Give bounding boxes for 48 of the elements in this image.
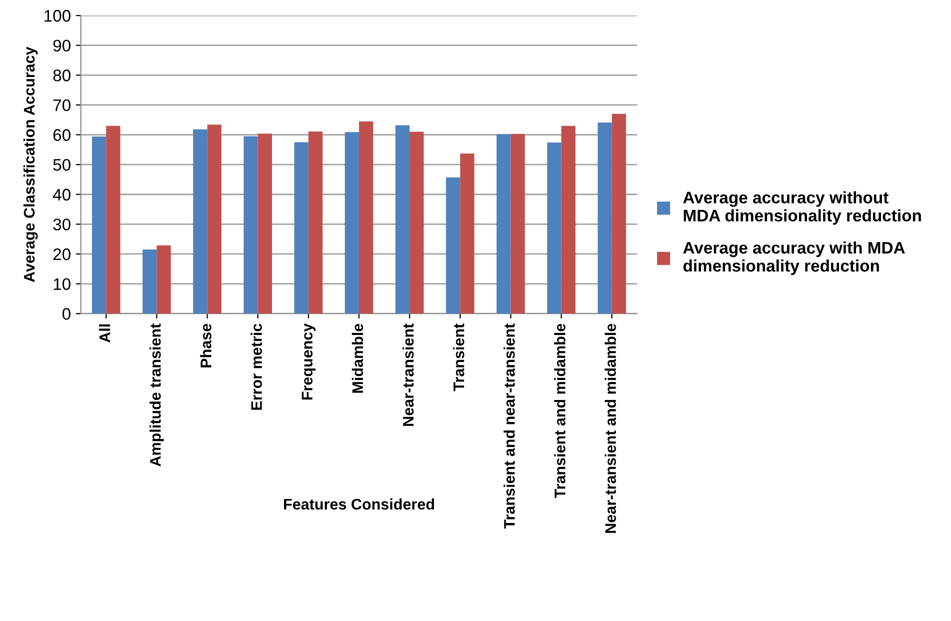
- bar: [510, 134, 525, 314]
- y-axis-title: Average Classification Accuracy: [23, 46, 38, 282]
- bar: [410, 132, 424, 314]
- y-tick-label: 0: [62, 308, 70, 320]
- bar: [496, 134, 511, 314]
- x-tick-label: Transient: [453, 324, 464, 392]
- x-tick-label: Midamble: [352, 324, 364, 393]
- bar: [561, 126, 576, 314]
- bar: [344, 132, 360, 314]
- x-tick-label: Phase: [200, 324, 212, 368]
- bar: [244, 136, 258, 314]
- y-tick-label: 30: [53, 218, 70, 230]
- bar: [547, 142, 562, 314]
- x-tick-label: Error metric: [250, 324, 262, 410]
- x-axis-title: Features Considered: [284, 498, 434, 510]
- bar: [308, 131, 323, 314]
- y-tick-label: 10: [54, 278, 70, 290]
- x-tick-label: Amplitude transient: [150, 324, 164, 466]
- y-tick-label: 80: [53, 70, 70, 82]
- bar: [258, 134, 272, 314]
- x-tick-label: Near-transient and midamble: [604, 324, 616, 533]
- x-tick-label: All: [99, 324, 110, 342]
- bar: [460, 154, 474, 314]
- bar: [598, 122, 612, 314]
- bar: [207, 124, 222, 314]
- bar: [294, 142, 308, 314]
- bar: [106, 126, 120, 314]
- bar: [92, 136, 106, 314]
- x-tick-label: Transient and midamble: [554, 324, 566, 498]
- bar: [612, 114, 626, 314]
- y-tick-label: 100: [44, 10, 70, 22]
- y-tick-label: 70: [53, 99, 70, 112]
- x-tick-label: Transient and near-transient: [504, 324, 515, 529]
- bar: [446, 177, 460, 314]
- legend-label: Average accuracy without MDA dimensionality reduction: [683, 191, 921, 225]
- bar: [359, 121, 374, 314]
- legend-label: Average accuracy with MDA dimensionality reduction: [683, 241, 905, 276]
- bar: [395, 125, 410, 314]
- bar: [142, 250, 157, 314]
- y-tick-label: 60: [53, 129, 70, 141]
- x-tick-label: Frequency: [302, 323, 316, 400]
- bar: [193, 129, 208, 314]
- y-tick-label: 40: [52, 188, 70, 201]
- y-tick-label: 20: [53, 248, 70, 260]
- y-tick-label: 90: [53, 40, 70, 52]
- x-tick-label: Near-transient: [402, 324, 414, 426]
- bar: [156, 245, 171, 314]
- y-tick-label: 50: [53, 158, 70, 171]
